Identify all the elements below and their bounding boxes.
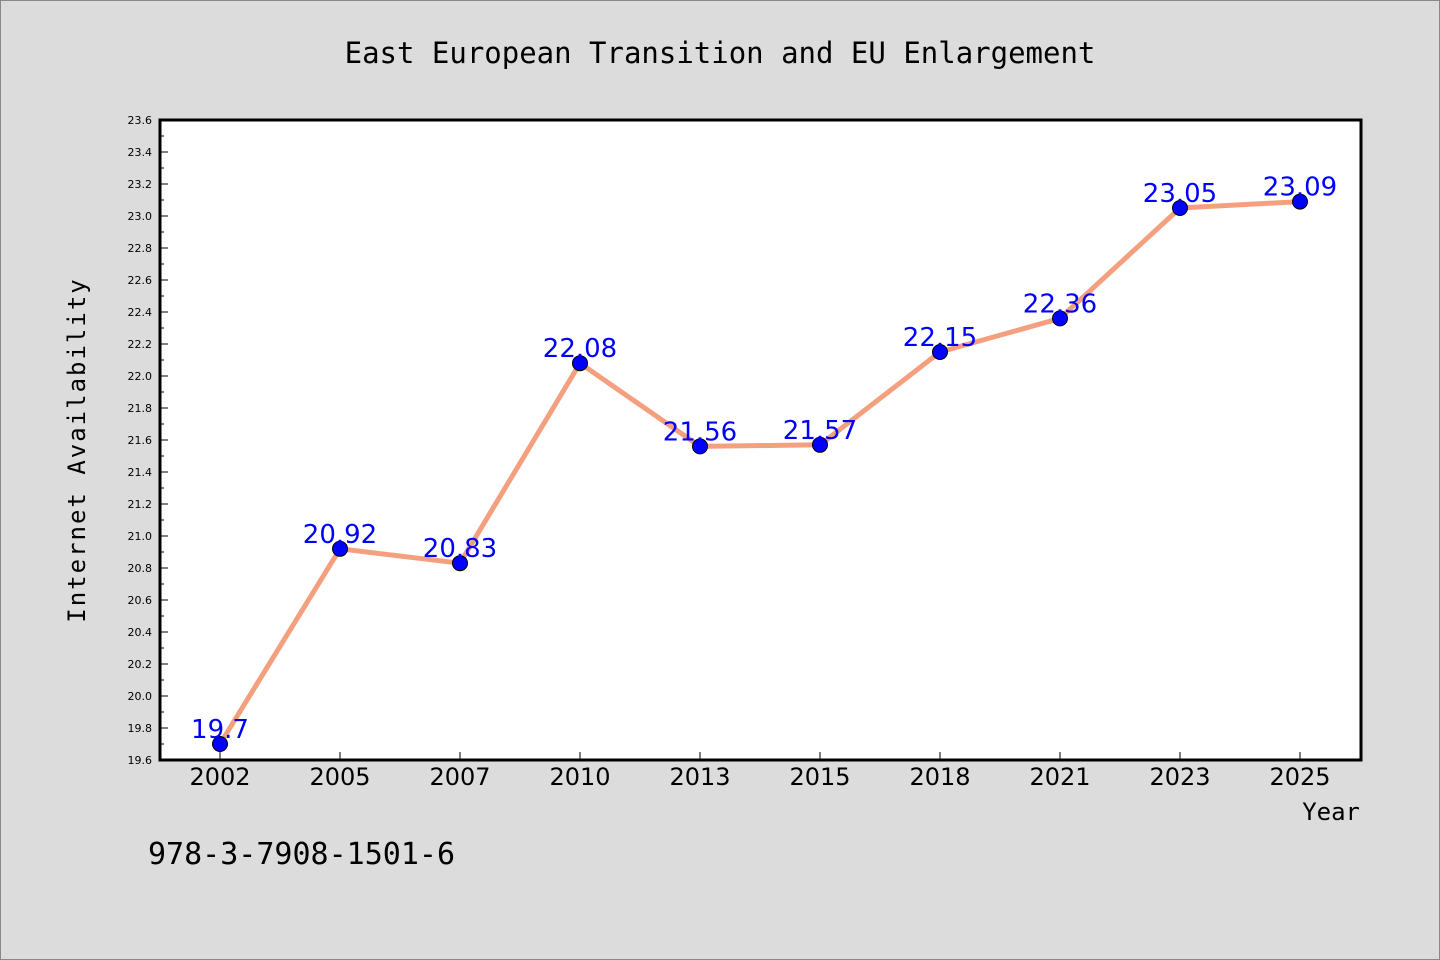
y-axis: 19.6 19.8 20.0 20.2 20.4 20.6 20.8 21.0 21.2 21.4…	[128, 114, 168, 767]
data-point	[1172, 200, 1188, 216]
x-tick-label: 2021	[1029, 763, 1090, 791]
data-point	[572, 355, 588, 372]
data-label: 21.56	[663, 417, 737, 447]
y-tick-label: 23.2	[128, 178, 153, 191]
data-label: 22.36	[1023, 289, 1097, 319]
y-tick-label: 22.8	[128, 242, 153, 255]
series-line	[217, 199, 1303, 747]
data-label: 20.83	[423, 534, 497, 564]
y-tick-label: 19.6	[128, 754, 153, 767]
data-point	[692, 438, 708, 455]
isbn-text: 978-3-7908-1501-6	[148, 837, 455, 872]
x-tick-label: 2025	[1269, 763, 1330, 791]
y-tick-label: 20.2	[128, 658, 153, 671]
y-tick-label: 21.2	[128, 498, 153, 511]
x-axis: 2002 2005 2007 2010 2013 2015 2018 2021 2023 2025	[189, 752, 1331, 791]
y-tick-label: 21.0	[128, 530, 153, 543]
x-tick-label: 2023	[1149, 763, 1210, 791]
y-tick-label: 20.6	[128, 594, 153, 607]
y-axis-label: Internet Availability	[63, 277, 91, 622]
x-axis-label: Year	[1302, 798, 1360, 826]
data-label: 20.92	[303, 520, 377, 550]
y-tick-label: 23.0	[128, 210, 153, 223]
x-tick-label: 2010	[549, 763, 610, 791]
data-label: 23.09	[1263, 173, 1337, 203]
data-label: 22.15	[903, 323, 977, 353]
y-tick-label: 22.2	[128, 338, 153, 351]
data-point	[812, 436, 828, 453]
x-tick-label: 2013	[669, 763, 730, 791]
y-tick-label: 20.0	[128, 690, 153, 703]
data-label: 19.7	[191, 715, 249, 745]
y-tick-label: 21.6	[128, 434, 153, 447]
data-point	[932, 344, 948, 360]
series-polyline	[217, 199, 1303, 747]
plot-area	[158, 118, 1363, 762]
data-point	[452, 555, 468, 572]
data-point	[332, 540, 348, 557]
y-tick-label: 21.8	[128, 402, 153, 415]
y-tick-label: 23.6	[128, 114, 153, 127]
x-tick-label: 2002	[189, 763, 250, 791]
y-tick-label: 20.8	[128, 562, 153, 575]
data-point	[1052, 310, 1068, 327]
y-tick-label: 22.0	[128, 370, 153, 383]
x-tick-label: 2007	[429, 763, 490, 791]
data-point	[212, 736, 228, 752]
x-tick-label: 2005	[309, 763, 370, 791]
data-label: 22.08	[543, 334, 617, 364]
x-tick-label: 2015	[789, 763, 850, 791]
data-label: 21.57	[783, 416, 857, 446]
y-tick-label: 22.4	[128, 306, 153, 319]
x-tick-label: 2018	[909, 763, 970, 791]
y-tick-label: 22.6	[128, 274, 153, 287]
chart-title: East European Transition and EU Enlargem…	[345, 36, 1096, 70]
y-tick-label: 23.4	[128, 146, 153, 159]
y-tick-label: 19.8	[128, 722, 153, 735]
data-labels: 19.7 20.92 20.83 22.08 21.56 21.57 22.15 22.36 2…	[191, 173, 1337, 745]
data-label: 23.05	[1143, 179, 1217, 209]
series-markers	[212, 193, 1308, 752]
data-point	[1292, 193, 1308, 210]
y-tick-label: 21.4	[128, 466, 153, 479]
y-tick-label: 20.4	[128, 626, 153, 639]
